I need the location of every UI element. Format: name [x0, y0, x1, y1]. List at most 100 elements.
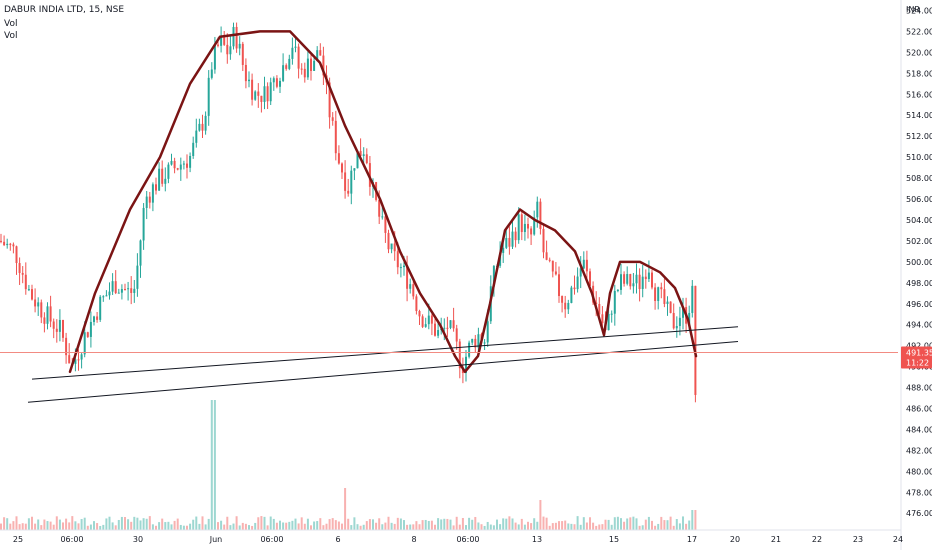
x-tick-label: 06:00: [260, 535, 283, 544]
candle-body: [613, 290, 616, 314]
candle-body: [111, 281, 114, 292]
candle-body: [279, 80, 281, 87]
volume-bar: [486, 521, 489, 530]
candle-body: [167, 164, 170, 179]
volume-bar: [384, 522, 387, 530]
time-axis[interactable]: 25 06:00 30 Jun 06:00 6 8 06:00 13 15 17 20 21 22 23 24: [0, 529, 903, 544]
candle-body: [260, 95, 263, 102]
candle-body: [266, 86, 269, 102]
candle-body: [120, 289, 123, 293]
volume-bar: [381, 524, 384, 530]
volume-bar: [195, 516, 198, 530]
y-tick-label: 520.00: [906, 48, 932, 57]
volume-bar: [601, 524, 604, 530]
candle-body: [558, 274, 560, 297]
candle-body: [21, 272, 24, 275]
candle-body: [254, 91, 257, 100]
candle-body: [18, 263, 21, 273]
candle-body: [34, 299, 37, 307]
volume-bar: [325, 523, 328, 530]
y-tick-label: 508.00: [906, 174, 932, 183]
candle-body: [647, 272, 650, 280]
volume-bar: [155, 525, 157, 530]
volume-bar: [465, 525, 467, 530]
x-tick-label: 25: [13, 535, 23, 544]
candle-body: [623, 274, 626, 284]
volume-bar: [130, 521, 133, 530]
volume-bar: [186, 525, 188, 530]
volume-bar: [585, 522, 588, 530]
candle-body: [272, 78, 275, 83]
volume-bar: [31, 516, 33, 530]
candle-body: [688, 312, 691, 324]
candle-body: [523, 223, 526, 233]
volume-bar: [254, 522, 257, 530]
y-tick-label: 510.00: [906, 153, 932, 162]
candle-body: [105, 295, 108, 297]
candle-body: [43, 317, 46, 324]
volume-bar: [80, 519, 83, 530]
candle-body: [654, 287, 657, 301]
x-tick-label: 06:00: [60, 535, 83, 544]
candle-body: [533, 217, 536, 235]
candle-body: [514, 231, 517, 241]
candle-body: [148, 196, 151, 203]
candle-body: [24, 274, 27, 290]
y-tick-label: 496.00: [906, 300, 932, 309]
volume-bar: [620, 518, 622, 530]
volume-bar: [9, 523, 12, 530]
volume-bar: [266, 525, 269, 530]
candle-body: [204, 115, 207, 131]
candle-body: [632, 283, 635, 287]
volume-bar: [623, 521, 626, 530]
candle-body: [263, 86, 266, 102]
candle-body: [691, 285, 694, 313]
currency-label: INR: [906, 5, 920, 14]
candle-body: [610, 313, 613, 315]
volume-bar: [548, 525, 551, 530]
volume-bar: [297, 523, 300, 530]
volume-bar: [120, 516, 123, 530]
volume-bar: [350, 525, 353, 530]
candle-body: [223, 35, 226, 45]
volume-bar: [558, 521, 560, 530]
candle-body: [241, 43, 244, 65]
volume-bar: [359, 525, 362, 530]
candle-body: [158, 168, 161, 191]
candle-body: [232, 26, 235, 47]
candle-body: [173, 160, 176, 169]
candle-body: [83, 332, 86, 355]
volume-bar: [201, 516, 204, 530]
price-axis[interactable]: INR 476.00 478.00 480.00 482.00 484.00 486.00…: [900, 0, 932, 550]
volume-bar: [139, 520, 142, 530]
candle-body: [616, 289, 619, 291]
candle-body: [520, 214, 523, 233]
volume-bar: [412, 524, 415, 530]
volume-bar: [378, 518, 381, 530]
volume-bar: [71, 516, 74, 530]
candle-body: [130, 288, 133, 293]
candle-body: [344, 172, 347, 191]
volume-bar: [372, 519, 374, 530]
volume-bar: [576, 516, 579, 530]
y-tick-label: 518.00: [906, 69, 932, 78]
volume-bar: [468, 517, 471, 530]
candle-body: [27, 289, 30, 291]
candle-body: [638, 274, 641, 290]
candle-body: [145, 196, 148, 208]
x-tick-label: Jun: [209, 535, 223, 544]
volume-bar: [536, 521, 539, 530]
candle-body: [350, 170, 353, 194]
candle-body: [399, 267, 402, 269]
candle-body: [663, 289, 666, 304]
volume-bar: [133, 516, 136, 530]
candle-body: [446, 327, 449, 329]
candle-body: [210, 69, 213, 78]
candle-body: [530, 228, 533, 235]
volume-bar: [223, 524, 226, 530]
candle-body: [356, 150, 359, 169]
candle-body: [641, 276, 644, 290]
volume-bar: [0, 523, 2, 530]
x-tick-label: 20: [730, 535, 740, 544]
